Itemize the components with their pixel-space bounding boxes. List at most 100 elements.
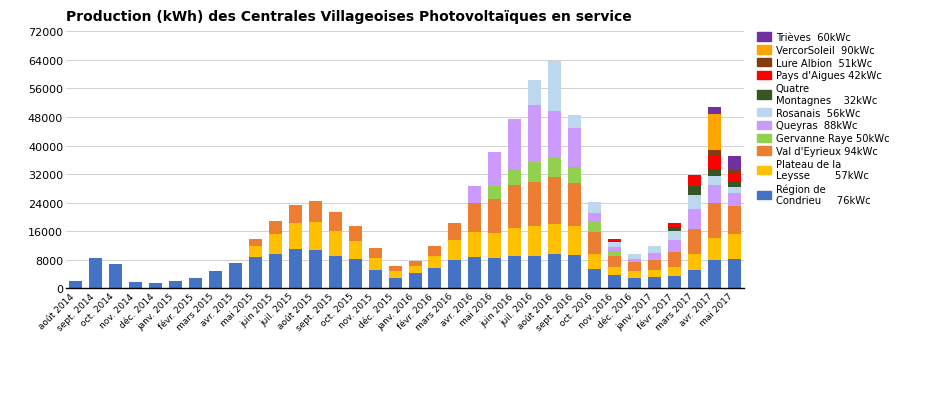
Bar — [329, 231, 342, 256]
Bar — [608, 240, 621, 242]
Bar — [707, 260, 721, 289]
Bar — [368, 249, 382, 259]
Bar — [608, 247, 621, 252]
Bar — [688, 229, 701, 254]
Bar — [707, 157, 721, 169]
Bar — [707, 169, 721, 176]
Bar — [728, 182, 740, 187]
Bar — [329, 213, 342, 231]
Bar — [688, 210, 701, 229]
Bar — [588, 213, 601, 222]
Bar — [289, 205, 301, 224]
Bar — [528, 105, 542, 162]
Bar — [707, 176, 721, 185]
Bar — [668, 267, 681, 276]
Bar — [249, 257, 262, 289]
Bar — [448, 223, 462, 241]
Bar — [389, 271, 401, 278]
Bar — [568, 227, 581, 255]
Bar — [389, 278, 401, 289]
Bar — [668, 276, 681, 289]
Bar — [608, 242, 621, 247]
Bar — [728, 187, 740, 194]
Bar — [488, 187, 501, 199]
Bar — [728, 259, 740, 289]
Bar — [548, 255, 561, 289]
Bar — [528, 227, 542, 256]
Bar — [707, 203, 721, 239]
Bar — [509, 228, 521, 257]
Bar — [309, 202, 322, 223]
Bar — [668, 240, 681, 253]
Bar — [509, 257, 521, 289]
Bar — [268, 235, 282, 255]
Bar — [368, 270, 382, 289]
Bar — [628, 278, 641, 289]
Bar — [648, 247, 661, 253]
Bar — [468, 233, 481, 257]
Bar — [189, 279, 203, 289]
Bar — [89, 258, 103, 289]
Bar — [509, 185, 521, 228]
Bar — [648, 277, 661, 289]
Bar — [448, 260, 462, 289]
Bar — [628, 259, 641, 263]
Bar — [728, 206, 740, 235]
Bar — [170, 282, 182, 289]
Bar — [468, 186, 481, 204]
Bar — [488, 153, 501, 187]
Bar — [608, 252, 621, 256]
Bar — [707, 115, 721, 150]
Bar — [448, 241, 462, 260]
Bar — [289, 249, 301, 289]
Bar — [668, 228, 681, 231]
Bar — [728, 170, 740, 175]
Bar — [209, 271, 222, 289]
Bar — [688, 195, 701, 210]
Bar — [229, 263, 242, 289]
Bar — [548, 112, 561, 158]
Bar — [349, 241, 362, 259]
Bar — [608, 256, 621, 267]
Bar — [568, 168, 581, 184]
Bar — [728, 175, 740, 182]
Bar — [389, 266, 401, 271]
Bar — [488, 259, 501, 289]
Bar — [728, 156, 740, 170]
Bar — [688, 176, 701, 186]
Bar — [608, 267, 621, 275]
Bar — [568, 255, 581, 289]
Bar — [268, 221, 282, 235]
Bar — [268, 255, 282, 289]
Legend: Trièves  60kWc, VercorSoleil  90kWc, Lure Albion  51kWc, Pays d'Aigues 42kWc, Qu: Trièves 60kWc, VercorSoleil 90kWc, Lure … — [756, 32, 890, 207]
Bar — [588, 222, 601, 233]
Bar — [568, 116, 581, 129]
Bar — [628, 255, 641, 259]
Bar — [668, 223, 681, 228]
Bar — [668, 231, 681, 240]
Bar — [468, 257, 481, 289]
Bar — [368, 259, 382, 270]
Bar — [608, 275, 621, 289]
Bar — [488, 233, 501, 259]
Bar — [488, 199, 501, 233]
Bar — [528, 81, 542, 105]
Bar — [707, 150, 721, 157]
Bar — [648, 253, 661, 260]
Bar — [568, 129, 581, 168]
Bar — [329, 256, 342, 289]
Bar — [588, 269, 601, 289]
Bar — [309, 250, 322, 289]
Bar — [588, 254, 601, 269]
Bar — [568, 184, 581, 227]
Bar — [668, 253, 681, 267]
Bar — [249, 246, 262, 257]
Bar — [468, 204, 481, 233]
Text: Production (kWh) des Centrales Villageoises Photovoltaïques en service: Production (kWh) des Centrales Villageoi… — [66, 10, 632, 24]
Bar — [349, 259, 362, 289]
Bar — [149, 284, 162, 289]
Bar — [409, 274, 421, 289]
Bar — [588, 233, 601, 254]
Bar — [688, 186, 701, 195]
Bar — [628, 271, 641, 278]
